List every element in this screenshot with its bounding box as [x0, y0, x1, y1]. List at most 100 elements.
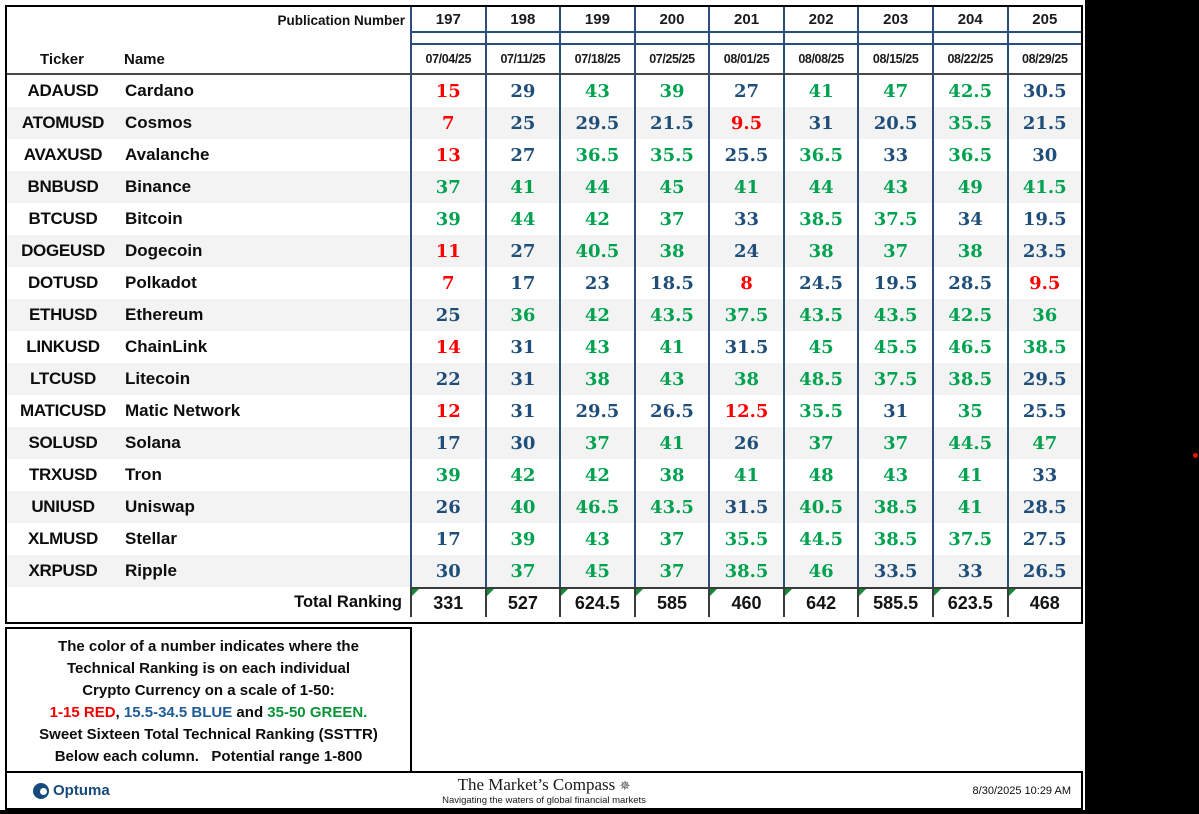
asset-ticker: XRPUSD — [28, 561, 98, 580]
ranking-cell: 27 — [708, 75, 783, 107]
table-row: BTCUSD Bitcoin 39 44 42 37 33 38.5 37.5 34 19.5 — [7, 203, 1081, 235]
asset-cell: UNIUSD Uniswap — [7, 491, 410, 523]
ranking-cell: 43 — [857, 459, 932, 491]
ranking-cell: 41 — [708, 171, 783, 203]
ranking-cells: 17 39 43 37 35.5 44.5 38.5 37.5 27.5 — [410, 523, 1081, 555]
ranking-cell: 43 — [559, 75, 634, 107]
note-line-4: 1-15 RED, 15.5-34.5 BLUE and 35-50 GREEN… — [7, 702, 410, 724]
compass-icon: ✵ — [619, 777, 631, 793]
ranking-cell: 41 — [708, 459, 783, 491]
ranking-cell: 33.5 — [857, 555, 932, 587]
ranking-cell: 15 — [410, 75, 485, 107]
ranking-cell: 7 — [410, 107, 485, 139]
ranking-cell: 31.5 — [708, 491, 783, 523]
ranking-cell: 25.5 — [708, 139, 783, 171]
date-cell: 08/15/25 — [857, 45, 932, 73]
asset-cell: XRPUSD Ripple — [7, 555, 410, 587]
total-ranking-cell: 642 — [782, 587, 858, 617]
asset-cell: AVAXUSD Avalanche — [7, 139, 410, 171]
ranking-cell: 30 — [484, 427, 560, 459]
asset-ticker: DOGEUSD — [21, 241, 105, 260]
table-row: SOLUSD Solana 17 30 37 41 26 37 37 44.5 47 — [7, 427, 1081, 459]
ranking-cell: 29 — [484, 75, 560, 107]
ranking-cell: 43 — [559, 331, 634, 363]
ranking-cells: 7 17 23 18.5 8 24.5 19.5 28.5 9.5 — [410, 267, 1081, 299]
asset-name: Bitcoin — [125, 209, 183, 228]
ranking-cells: 26 40 46.5 43.5 31.5 40.5 38.5 41 28.5 — [410, 491, 1081, 523]
report-content: Publication Number 197 198 199 200 201 202 203… — [0, 0, 1085, 810]
ranking-cell: 9.5 — [1006, 267, 1082, 299]
ranking-cell: 38.5 — [931, 363, 1007, 395]
asset-cell: ETHUSD Ethereum — [7, 299, 410, 331]
ranking-cell: 42 — [559, 299, 634, 331]
spacer-cell — [931, 33, 1007, 45]
ranking-cells: 22 31 38 43 38 48.5 37.5 38.5 29.5 — [410, 363, 1081, 395]
ranking-cell: 48 — [782, 459, 858, 491]
asset-ticker: TRXUSD — [28, 465, 98, 484]
ranking-cell: 19.5 — [1006, 203, 1082, 235]
asset-name: ChainLink — [125, 337, 208, 356]
ranking-cells: 30 37 45 37 38.5 46 33.5 33 26.5 — [410, 555, 1081, 587]
table-row: LTCUSD Litecoin 22 31 38 43 38 48.5 37.5 38.5 29.5 — [7, 363, 1081, 395]
ranking-cell: 38 — [559, 363, 634, 395]
ranking-cell: 27 — [484, 139, 560, 171]
asset-cell: DOGEUSD Dogecoin — [7, 235, 410, 267]
table-row: ETHUSD Ethereum 25 36 42 43.5 37.5 43.5 43.5 42.5… — [7, 299, 1081, 331]
ranking-cell: 31 — [484, 331, 560, 363]
ranking-cell: 27.5 — [1006, 523, 1082, 555]
ranking-cells: 39 42 42 38 41 48 43 41 33 — [410, 459, 1081, 491]
table-row: LINKUSD ChainLink 14 31 43 41 31.5 45 45.5 46.5 38… — [7, 331, 1081, 363]
asset-ticker: BNBUSD — [27, 177, 99, 196]
optuma-logo-icon — [33, 782, 49, 799]
total-ranking-cell: 585 — [633, 587, 709, 617]
ranking-cell: 31.5 — [708, 331, 783, 363]
publication-number: 205 — [1006, 7, 1082, 33]
table-row: TRXUSD Tron 39 42 42 38 41 48 43 41 33 — [7, 459, 1081, 491]
ranking-cell: 49 — [931, 171, 1007, 203]
asset-name: Uniswap — [125, 497, 195, 516]
ranking-cell: 26 — [410, 491, 485, 523]
ranking-cell: 37.5 — [857, 363, 932, 395]
right-black-region — [1085, 0, 1199, 814]
asset-name: Cosmos — [125, 113, 193, 132]
date-cell: 07/11/25 — [484, 45, 560, 73]
ranking-cell: 42.5 — [931, 299, 1007, 331]
asset-name: Ripple — [125, 561, 177, 580]
ranking-cell: 41 — [484, 171, 560, 203]
ranking-cell: 35.5 — [931, 107, 1007, 139]
ranking-cell: 25.5 — [1006, 395, 1082, 427]
legend-separator: , — [115, 704, 124, 721]
ranking-cell: 36.5 — [559, 139, 634, 171]
asset-name: Solana — [125, 433, 181, 452]
ranking-cell: 33 — [1006, 459, 1082, 491]
ranking-cell: 35.5 — [782, 395, 858, 427]
asset-cell: TRXUSD Tron — [7, 459, 410, 491]
asset-cell: LTCUSD Litecoin — [7, 363, 410, 395]
table-row: ATOMUSD Cosmos 7 25 29.5 21.5 9.5 31 20.5 35.5 21.… — [7, 107, 1081, 139]
ranking-cell: 37 — [633, 555, 709, 587]
table-row: MATICUSD Matic Network 12 31 29.5 26.5 12.5 35.… — [7, 395, 1081, 427]
ranking-cell: 9.5 — [708, 107, 783, 139]
asset-ticker: LINKUSD — [26, 337, 100, 356]
ranking-cells: 17 30 37 41 26 37 37 44.5 47 — [410, 427, 1081, 459]
ranking-cell: 45 — [782, 331, 858, 363]
total-ranking-label: Total Ranking — [294, 592, 402, 611]
asset-ticker: MATICUSD — [19, 401, 107, 420]
note-line-6: Below each column. Potential range 1-800 — [54, 748, 363, 765]
markets-compass-logo: The Market’s Compass ✵ Navigating the wa… — [442, 775, 646, 806]
ranking-cell: 44.5 — [782, 523, 858, 555]
asset-cell: ADAUSD Cardano — [7, 75, 410, 107]
ranking-cell: 43.5 — [633, 299, 709, 331]
note-line-3: Crypto Currency on a scale of 1-50: — [82, 682, 335, 699]
ranking-cell: 42.5 — [931, 75, 1007, 107]
ranking-cell: 35 — [931, 395, 1007, 427]
spacer-cell — [633, 33, 709, 45]
ranking-cell: 27 — [484, 235, 560, 267]
ranking-cell: 41 — [633, 427, 709, 459]
ranking-cell: 30 — [410, 555, 485, 587]
ranking-cell: 41 — [931, 491, 1007, 523]
dates-row: Ticker Name 07/04/25 07/11/25 07/18/25 07/2… — [7, 45, 1081, 75]
legend-note: The color of a number indicates where th… — [5, 627, 412, 771]
ranking-cell: 44 — [484, 203, 560, 235]
ranking-cell: 43 — [559, 523, 634, 555]
